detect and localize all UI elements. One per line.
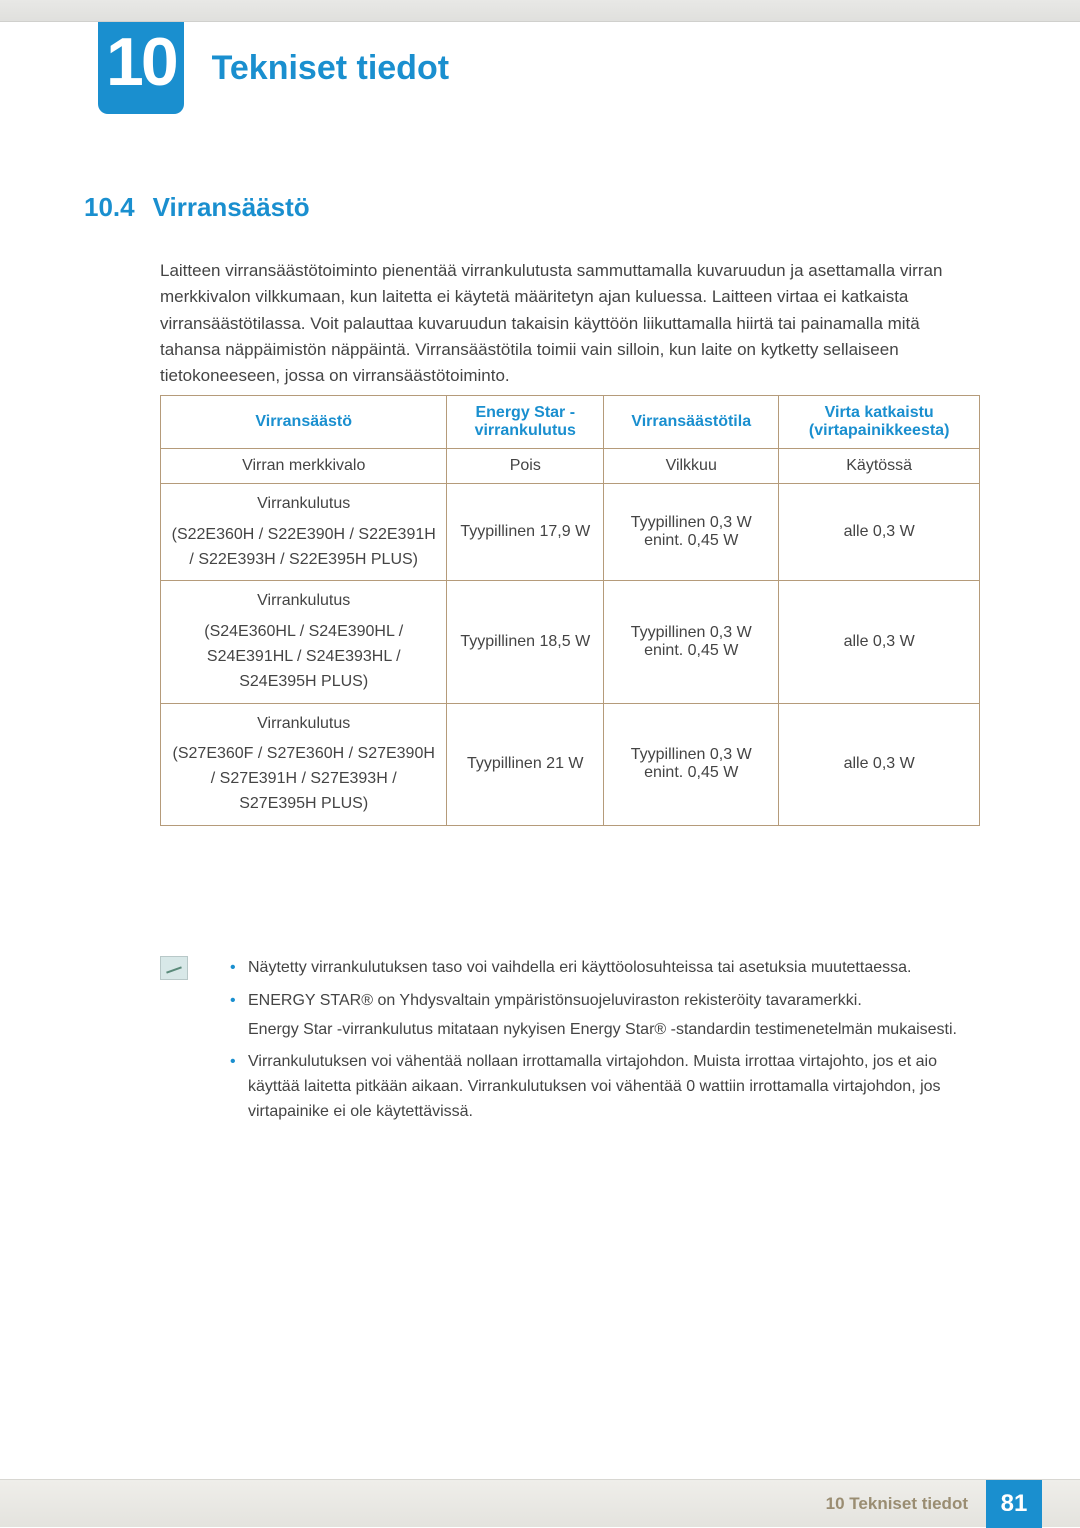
cell: Pois — [447, 449, 604, 484]
cell-models: Virrankulutus (S22E360H / S22E390H / S22… — [161, 484, 447, 581]
table-row: Virrankulutus (S22E360H / S22E390H / S22… — [161, 484, 980, 581]
table-row: Virrankulutus (S27E360F / S27E360H / S27… — [161, 703, 980, 825]
cell: alle 0,3 W — [779, 703, 980, 825]
page-footer: 10 Tekniset tiedot 81 — [0, 1479, 1080, 1527]
cell: Käytössä — [779, 449, 980, 484]
cell: alle 0,3 W — [779, 484, 980, 581]
cell-models: Virrankulutus (S27E360F / S27E360H / S27… — [161, 703, 447, 825]
notes-block: Näytetty virrankulutuksen taso voi vaihd… — [160, 956, 980, 1133]
th-col-2: Virransäästötila — [604, 396, 779, 449]
cell-label: Virrankulutus — [257, 715, 350, 732]
footer-label: 10 Tekniset tiedot — [826, 1494, 968, 1514]
section-title: Virransäästö — [153, 192, 310, 223]
chapter-title: Tekniset tiedot — [212, 49, 449, 88]
cell: Tyypillinen 0,3 W enint. 0,45 W — [604, 581, 779, 703]
note-item: ENERGY STAR® on Yhdysvaltain ympäristöns… — [230, 989, 980, 1043]
chapter-header: 10 Tekniset tiedot — [98, 22, 449, 114]
section-number: 10.4 — [84, 192, 135, 223]
table-header-row: Virransäästö Energy Star -virrankulutus … — [161, 396, 980, 449]
table-row: Virrankulutus (S24E360HL / S24E390HL / S… — [161, 581, 980, 703]
footer-page-number: 81 — [986, 1480, 1042, 1528]
cell: Tyypillinen 0,3 W enint. 0,45 W — [604, 703, 779, 825]
cell: Tyypillinen 21 W — [447, 703, 604, 825]
intro-paragraph: Laitteen virransäästötoiminto pienentää … — [160, 258, 980, 390]
table-row: Virran merkkivalo Pois Vilkkuu Käytössä — [161, 449, 980, 484]
cell: Virran merkkivalo — [161, 449, 447, 484]
cell-model-list: (S27E360F / S27E360H / S27E390H / S27E39… — [171, 742, 436, 816]
cell-model-list: (S24E360HL / S24E390HL / S24E391HL / S24… — [171, 620, 436, 694]
th-col-0: Virransäästö — [161, 396, 447, 449]
note-text: Virrankulutuksen voi vähentää nollaan ir… — [248, 1053, 941, 1120]
cell-label: Virrankulutus — [257, 495, 350, 512]
cell: Vilkkuu — [604, 449, 779, 484]
cell: Tyypillinen 17,9 W — [447, 484, 604, 581]
top-band — [0, 0, 1080, 22]
note-subtext: Energy Star -virrankulutus mitataan nyky… — [248, 1018, 980, 1043]
power-saving-table: Virransäästö Energy Star -virrankulutus … — [160, 395, 980, 826]
note-text: Näytetty virrankulutuksen taso voi vaihd… — [248, 959, 911, 976]
section-heading: 10.4 Virransäästö — [84, 192, 310, 223]
cell-model-list: (S22E360H / S22E390H / S22E391H / S22E39… — [171, 523, 436, 573]
note-icon — [160, 956, 188, 980]
cell: alle 0,3 W — [779, 581, 980, 703]
cell-models: Virrankulutus (S24E360HL / S24E390HL / S… — [161, 581, 447, 703]
cell: Tyypillinen 18,5 W — [447, 581, 604, 703]
cell-label: Virrankulutus — [257, 592, 350, 609]
th-col-1: Energy Star -virrankulutus — [447, 396, 604, 449]
chapter-number: 10 — [98, 22, 184, 114]
note-item: Näytetty virrankulutuksen taso voi vaihd… — [230, 956, 980, 981]
note-item: Virrankulutuksen voi vähentää nollaan ir… — [230, 1050, 980, 1124]
th-col-3: Virta katkaistu (virtapainikkeesta) — [779, 396, 980, 449]
note-text: ENERGY STAR® on Yhdysvaltain ympäristöns… — [248, 992, 862, 1009]
cell: Tyypillinen 0,3 W enint. 0,45 W — [604, 484, 779, 581]
notes-list: Näytetty virrankulutuksen taso voi vaihd… — [230, 956, 980, 1125]
